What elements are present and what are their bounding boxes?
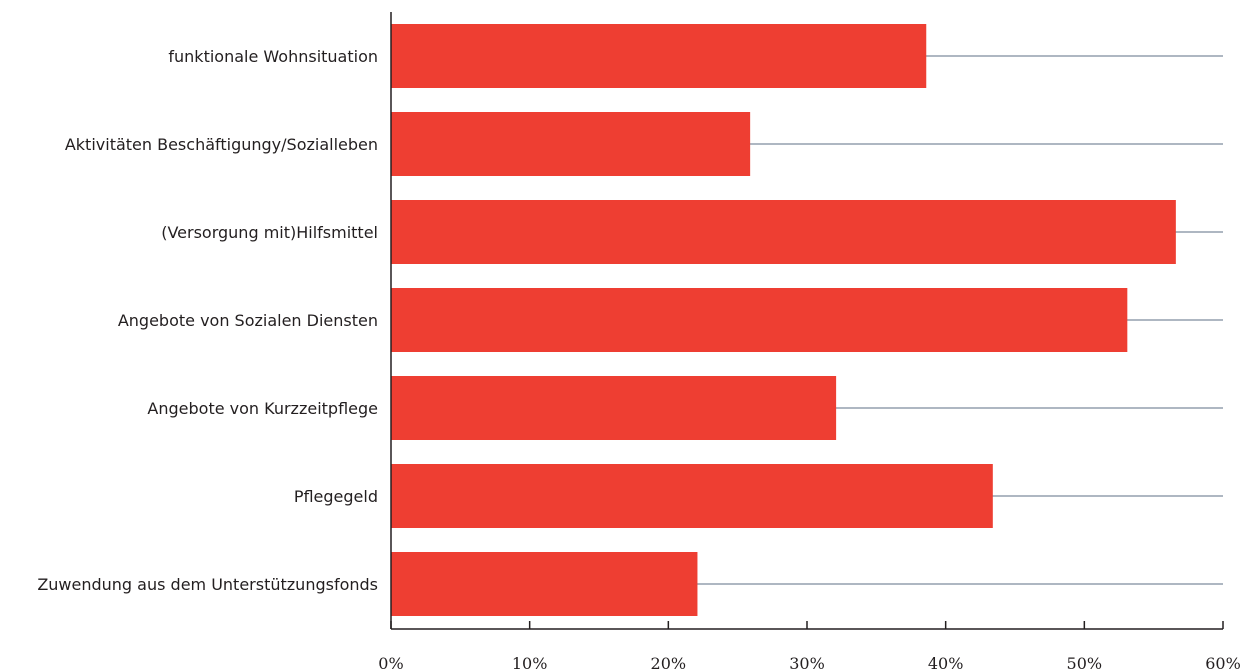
bars [391,24,1176,616]
x-tick-label: 60% [1205,654,1241,671]
bar [391,200,1176,264]
category-label: Aktivitäten Beschäftigungy/Sozialleben [65,135,378,154]
category-labels: funktionale Wohnsituation Aktivitäten Bes… [37,47,378,594]
x-tick-label: 10% [512,654,548,671]
x-tick-labels: 0% 10% 20% 30% 40% 50% 60% [378,654,1240,671]
category-label: Pflegegeld [294,487,378,506]
category-label: funktionale Wohnsituation [168,47,378,66]
bar [391,24,927,88]
category-label: Angebote von Sozialen Diensten [118,311,378,330]
category-label: Angebote von Kurzzeitpflege [147,399,378,418]
x-tick-label: 40% [928,654,964,671]
category-label: (Versorgung mit)Hilfsmittel [161,223,378,242]
bar [391,552,698,616]
x-tick-label: 30% [789,654,825,671]
x-tick-label: 20% [651,654,687,671]
bar [391,464,993,528]
bar [391,288,1128,352]
x-tick-label: 50% [1067,654,1103,671]
axes [390,12,1224,630]
x-tick-label: 0% [378,654,403,671]
bar [391,112,751,176]
bar [391,376,837,440]
category-label: Zuwendung aus dem Unterstützungsfonds [37,575,378,594]
